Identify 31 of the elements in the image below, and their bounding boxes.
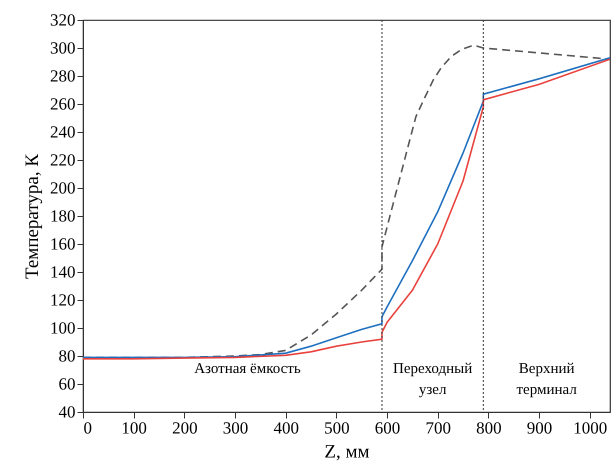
y-axis-title: Температура, К — [22, 154, 43, 280]
y-tick-label: 280 — [50, 66, 76, 86]
y-tick-label: 120 — [50, 290, 76, 310]
y-tick-label: 100 — [50, 318, 76, 338]
y-tick-label: 180 — [50, 206, 76, 226]
annotation: Верхний терминал — [516, 361, 578, 398]
x-tick-label: 0 — [84, 418, 92, 438]
x-tick-label: 1000 — [573, 418, 608, 438]
x-tick-label: 500 — [324, 418, 350, 438]
x-tick-label: 400 — [273, 418, 299, 438]
y-tick-label: 300 — [50, 38, 76, 58]
annotation: Азотная ёмкость — [194, 361, 301, 377]
annotation: Переходный узел — [393, 361, 472, 398]
y-tick-label: 80 — [58, 346, 76, 366]
x-tick-label: 100 — [121, 418, 147, 438]
x-tick-label: 700 — [425, 418, 451, 438]
y-tick-label: 240 — [50, 122, 76, 142]
y-tick-label: 200 — [50, 178, 76, 198]
x-tick-label: 800 — [476, 418, 502, 438]
x-tick-label: 900 — [526, 418, 552, 438]
x-tick-label: 600 — [374, 418, 400, 438]
x-tick-label: 200 — [172, 418, 198, 438]
y-tick-label: 320 — [50, 10, 76, 30]
y-tick-label: 60 — [58, 374, 76, 394]
y-tick-label: 220 — [50, 150, 76, 170]
y-tick-label: 140 — [50, 262, 76, 282]
x-axis-title: Z, мм — [324, 442, 370, 462]
y-tick-label: 260 — [50, 94, 76, 114]
x-tick-label: 300 — [222, 418, 248, 438]
y-tick-label: 40 — [58, 402, 76, 422]
y-tick-label: 160 — [50, 234, 76, 254]
